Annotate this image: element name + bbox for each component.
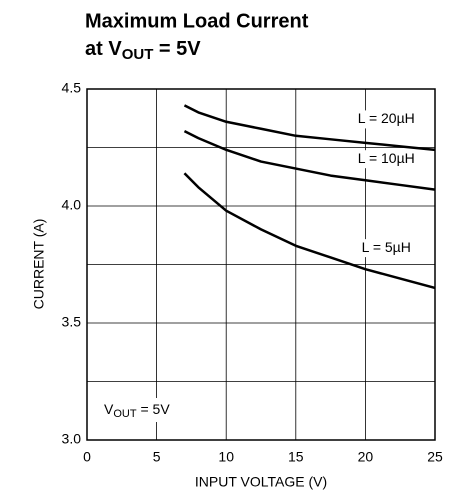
y-tick-label: 3.0 bbox=[62, 431, 82, 447]
annotation-bg bbox=[99, 398, 177, 422]
series-label: L = 10µH bbox=[358, 150, 415, 166]
series-line bbox=[183, 130, 436, 191]
subtitle-part: = 5V bbox=[153, 38, 201, 60]
y-tick-label: 4.5 bbox=[62, 80, 82, 96]
chart-subtitle: at VOUT = 5V bbox=[85, 38, 201, 63]
x-tick-label: 25 bbox=[427, 449, 443, 465]
x-tick-label: 0 bbox=[83, 449, 91, 465]
label-bg bbox=[348, 110, 425, 129]
subtitle-sub: OUT bbox=[122, 46, 154, 63]
annotation-part: V bbox=[104, 401, 114, 417]
series-label: L = 5µH bbox=[362, 239, 411, 255]
y-tick-label: 3.5 bbox=[62, 314, 82, 330]
series-line bbox=[183, 172, 436, 290]
annotation-part: = 5V bbox=[137, 401, 171, 417]
chart-title: Maximum Load Current bbox=[85, 10, 309, 32]
x-tick-label: 5 bbox=[153, 449, 161, 465]
annotation-sub: OUT bbox=[113, 408, 137, 420]
x-tick-label: 10 bbox=[218, 449, 234, 465]
y-axis-label: CURRENT (A) bbox=[31, 219, 47, 310]
subtitle-part: at V bbox=[85, 38, 122, 60]
x-axis-label: INPUT VOLTAGE (V) bbox=[195, 474, 327, 490]
series-line bbox=[183, 104, 436, 152]
series-label: L = 20µH bbox=[358, 110, 415, 126]
plot-frame bbox=[86, 88, 436, 441]
label-bg bbox=[348, 150, 425, 169]
y-tick-label: 4.0 bbox=[62, 197, 82, 213]
annotation: VOUT = 5V bbox=[104, 401, 170, 420]
x-tick-label: 15 bbox=[288, 449, 304, 465]
label-bg bbox=[348, 239, 425, 258]
x-tick-label: 20 bbox=[358, 449, 374, 465]
